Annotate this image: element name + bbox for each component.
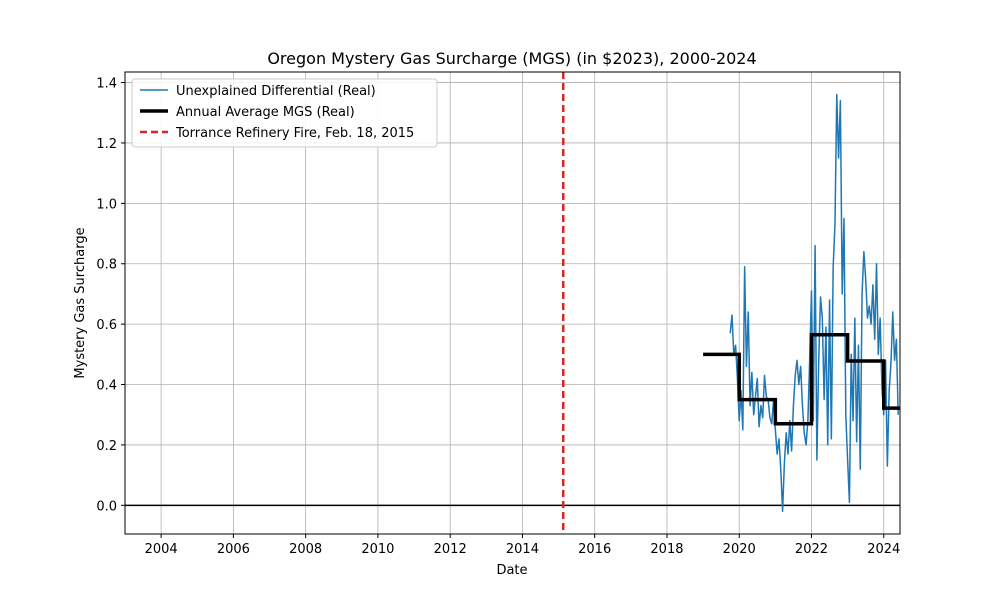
y-tick-label: 0.0 [96, 499, 117, 514]
y-tick-label: 0.4 [96, 379, 117, 394]
y-tick-label: 0.2 [96, 439, 117, 454]
x-tick-label: 2004 [145, 542, 178, 557]
x-tick-label: 2008 [289, 542, 322, 557]
legend-entry-annual: Annual Average MGS (Real) [176, 105, 355, 120]
legend: Unexplained Differential (Real) Annual A… [131, 78, 438, 148]
x-tick-label: 2006 [217, 542, 250, 557]
x-tick-label: 2018 [650, 542, 683, 557]
y-tick-label: 1.4 [96, 77, 117, 92]
x-tick-label: 2012 [434, 542, 467, 557]
legend-box [131, 78, 438, 148]
y-tick-label: 1.0 [96, 197, 117, 212]
x-tick-label: 2016 [578, 542, 611, 557]
legend-entry-differential: Unexplained Differential (Real) [176, 84, 376, 99]
y-axis-label: Mystery Gas Surcharge [73, 227, 88, 378]
series-line-annual-average [703, 332, 900, 426]
y-tick-label: 0.6 [96, 318, 117, 333]
x-tick-label: 2024 [867, 542, 900, 557]
axes-frame [124, 71, 901, 535]
x-tick-label: 2022 [795, 542, 828, 557]
x-axis-label: Date [496, 563, 527, 578]
plot-data [125, 72, 900, 534]
ticks: 2004 2006 2008 2010 2012 2014 2016 2018 2020 2022… [96, 77, 900, 557]
chart-title: Oregon Mystery Gas Surcharge (MGS) (in $… [267, 49, 756, 68]
x-tick-label: 2010 [361, 542, 394, 557]
y-tick-label: 1.2 [96, 137, 117, 152]
legend-entry-fire: Torrance Refinery Fire, Feb. 18, 2015 [175, 126, 414, 141]
x-tick-label: 2020 [723, 542, 756, 557]
y-tick-label: 0.8 [96, 258, 117, 273]
x-tick-label: 2014 [506, 542, 539, 557]
